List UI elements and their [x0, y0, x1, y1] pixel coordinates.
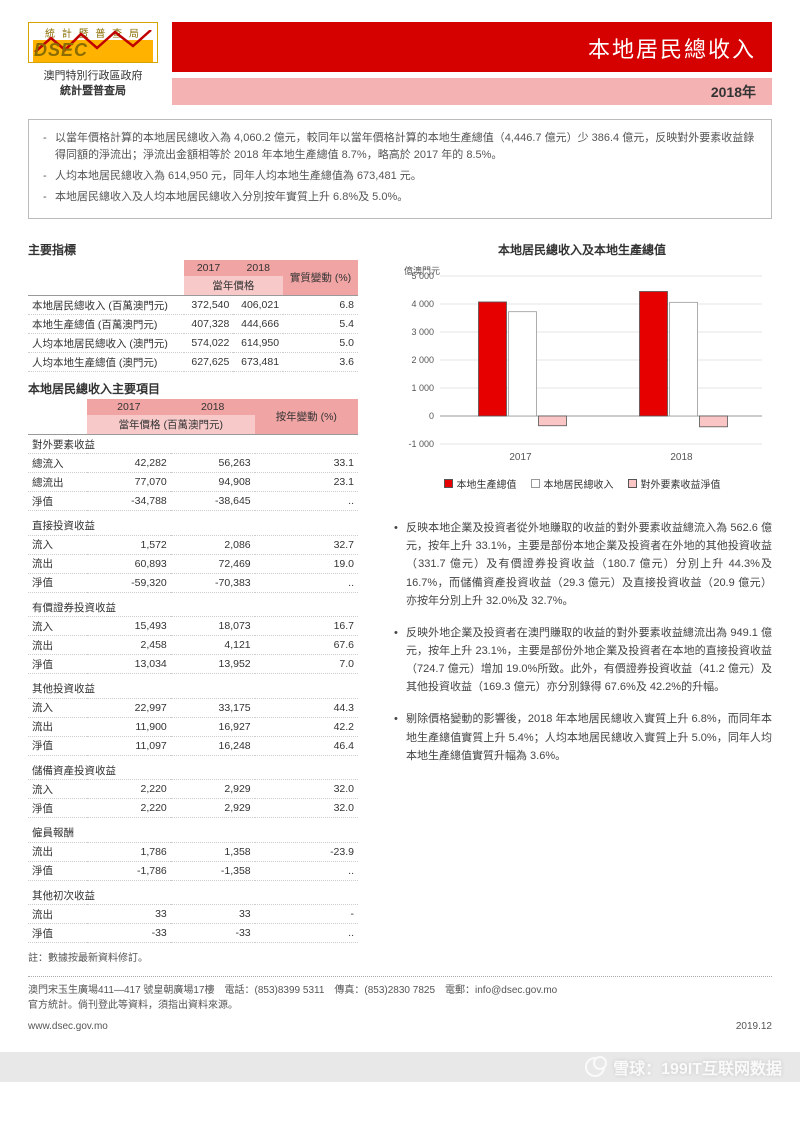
- table-row: 流出2,4584,12167.6: [28, 636, 358, 655]
- table1-title: 主要指標: [28, 241, 358, 258]
- logo-text: DSEC: [34, 40, 88, 61]
- table-row: 人均本地居民總收入 (澳門元)574,022614,9505.0: [28, 334, 358, 353]
- svg-text:3 000: 3 000: [411, 327, 434, 337]
- table-row: 淨值13,03413,9527.0: [28, 655, 358, 674]
- footer-address: 澳門宋玉生廣場411—417 號皇朝廣場17樓 電話：(853)8399 531…: [28, 983, 772, 1013]
- table-row: 人均本地生產總值 (澳門元)627,625673,4813.6: [28, 353, 358, 372]
- table-group-header: 其他初次收益: [28, 886, 358, 905]
- bar-chart: -1 00001 0002 0003 0004 0005 000億澳門元2017…: [392, 264, 772, 474]
- legend-item: 本地生產總值: [444, 476, 517, 491]
- table-income-items: 2017 2018 按年變動 (%) 當年價格 (百萬澳門元) 對外要素收益總流…: [28, 399, 358, 943]
- table2-note: 註：數據按最新資料修訂。: [28, 949, 358, 964]
- table-group-header: 對外要素收益: [28, 435, 358, 454]
- header: 統 計 暨 普 查 局 DSEC 澳門特別行政區政府 統計暨普查局 本地居民總收…: [28, 22, 772, 105]
- legend-item: 對外要素收益淨值: [628, 476, 721, 491]
- watermark-icon: [585, 1057, 605, 1077]
- table-row: 總流出77,07094,90823.1: [28, 473, 358, 492]
- table-row: 流入22,99733,17544.3: [28, 698, 358, 717]
- table-row: 淨值-59,320-70,383..: [28, 573, 358, 592]
- year-bar: 2018年: [172, 78, 772, 105]
- page-title: 本地居民總收入: [172, 22, 772, 72]
- table-row: 淨值-1,786-1,358..: [28, 861, 358, 880]
- highlights-box: 以當年價格計算的本地居民總收入為 4,060.2 億元，較同年以當年價格計算的本…: [28, 119, 772, 219]
- highlight-item: 人均本地居民總收入為 614,950 元，同年人均本地生產總值為 673,481…: [43, 168, 757, 185]
- logo-block: 統 計 暨 普 查 局 DSEC 澳門特別行政區政府 統計暨普查局: [28, 22, 158, 105]
- table-row: 淨值11,09716,24846.4: [28, 736, 358, 755]
- chart-title: 本地居民總收入及本地生產總值: [392, 241, 772, 258]
- table-group-header: 直接投資收益: [28, 517, 358, 536]
- table-row: 流出60,89372,46919.0: [28, 554, 358, 573]
- bullet-item: 反映本地企業及投資者從外地賺取的收益的對外要素收益總流入為 562.6 億元，按…: [392, 519, 772, 610]
- svg-text:-1 000: -1 000: [408, 439, 434, 449]
- svg-text:1 000: 1 000: [411, 383, 434, 393]
- bullet-item: 反映外地企業及投資者在澳門賺取的收益的對外要素收益總流出為 949.1 億元，按…: [392, 624, 772, 697]
- table-row: 流出1,7861,358-23.9: [28, 842, 358, 861]
- table-row: 流出11,90016,92742.2: [28, 717, 358, 736]
- table-row: 本地生產總值 (百萬澳門元)407,328444,6665.4: [28, 315, 358, 334]
- table-group-header: 其他投資收益: [28, 680, 358, 699]
- footer-url: www.dsec.gov.mo: [28, 1021, 108, 1032]
- highlight-item: 本地居民總收入及人均本地居民總收入分別按年實質上升 6.8%及 5.0%。: [43, 189, 757, 206]
- table-row: 淨值-34,788-38,645..: [28, 492, 358, 511]
- table-row: 流入2,2202,92932.0: [28, 780, 358, 799]
- svg-text:2018: 2018: [670, 452, 693, 463]
- highlight-item: 以當年價格計算的本地居民總收入為 4,060.2 億元，較同年以當年價格計算的本…: [43, 130, 757, 164]
- table-row: 本地居民總收入 (百萬澳門元)372,540406,0216.8: [28, 296, 358, 315]
- svg-text:0: 0: [429, 411, 434, 421]
- table-key-indicators: 2017 2018 實質變動 (%) 當年價格 本地居民總收入 (百萬澳門元)3…: [28, 260, 358, 372]
- table-row: 淨值-33-33..: [28, 924, 358, 943]
- chart-legend: 本地生產總值本地居民總收入對外要素收益淨值: [392, 476, 772, 491]
- svg-text:億澳門元: 億澳門元: [404, 265, 440, 276]
- table-group-header: 儲備資產投資收益: [28, 761, 358, 780]
- table-row: 流入1,5722,08632.7: [28, 535, 358, 554]
- logo-subtitle: 澳門特別行政區政府 統計暨普查局: [28, 69, 158, 99]
- table-group-header: 有價證券投資收益: [28, 598, 358, 617]
- legend-item: 本地居民總收入: [531, 476, 614, 491]
- bullet-item: 剔除價格變動的影響後，2018 年本地居民總收入實質上升 6.8%，而同年本地生…: [392, 710, 772, 764]
- table2-title: 本地居民總收入主要項目: [28, 380, 358, 397]
- analysis-bullets: 反映本地企業及投資者從外地賺取的收益的對外要素收益總流入為 562.6 億元，按…: [392, 519, 772, 765]
- table-row: 流入15,49318,07316.7: [28, 617, 358, 636]
- svg-text:2017: 2017: [509, 452, 532, 463]
- svg-text:4 000: 4 000: [411, 299, 434, 309]
- table-row: 總流入42,28256,26333.1: [28, 454, 358, 473]
- svg-text:2 000: 2 000: [411, 355, 434, 365]
- watermark: 雪球：199IT互联网数据: [0, 1052, 800, 1082]
- footer-date: 2019.12: [736, 1021, 772, 1032]
- table-group-header: 僱員報酬: [28, 824, 358, 843]
- table-row: 流出3333-: [28, 905, 358, 924]
- table-row: 淨值2,2202,92932.0: [28, 799, 358, 818]
